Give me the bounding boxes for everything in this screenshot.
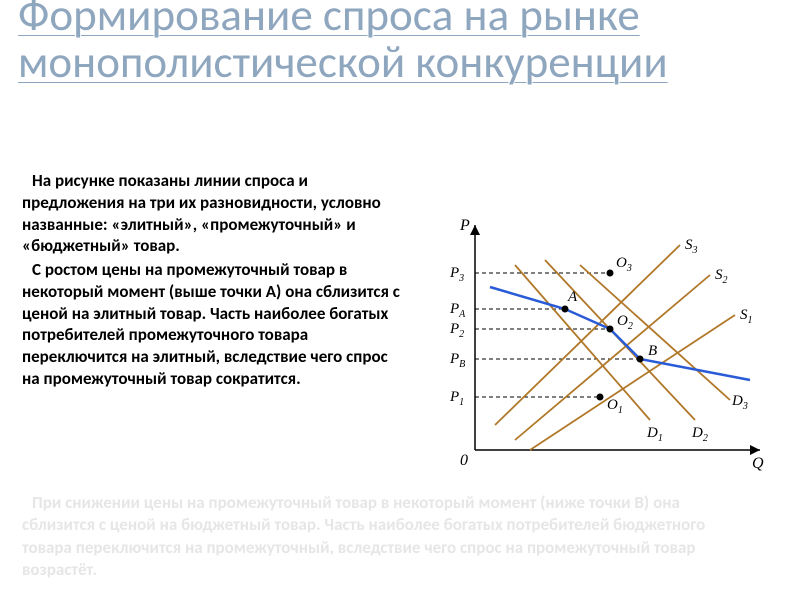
svg-text:D1: D1 [646, 425, 663, 444]
svg-text:P3: P3 [449, 265, 464, 284]
svg-text:S2: S2 [715, 267, 728, 286]
svg-text:P2: P2 [449, 321, 464, 340]
svg-text:D2: D2 [691, 425, 708, 444]
paragraph-2: С ростом цены на промежуточный товар в н… [22, 259, 402, 390]
svg-text:O2: O2 [617, 313, 633, 332]
svg-text:P1: P1 [449, 389, 464, 408]
demand-chart: P Q 0 P3 PAP2 PB P1 S3 S2 S1 D1 D2 D3 O3 A O2 B O1 [420, 200, 780, 490]
svg-text:P: P [459, 217, 470, 234]
slide-title: Формирование спроса на рынке монополисти… [18, 0, 778, 87]
svg-text:O3: O3 [616, 255, 632, 274]
paragraph-1: На рисунке показаны линии спроса и предл… [22, 170, 402, 257]
svg-text:0: 0 [460, 452, 468, 469]
svg-text:S1: S1 [740, 307, 753, 326]
svg-text:S3: S3 [685, 237, 698, 256]
svg-text:Q: Q [752, 455, 764, 472]
svg-text:O1: O1 [607, 397, 623, 416]
svg-text:PA: PA [449, 301, 466, 320]
paragraph-3: При снижении цены на промежуточный товар… [22, 492, 722, 582]
svg-text:B: B [648, 343, 657, 359]
body-text: На рисунке показаны линии спроса и предл… [22, 170, 402, 392]
svg-text:PB: PB [449, 351, 465, 370]
svg-text:A: A [567, 289, 578, 305]
faded-text: При снижении цены на промежуточный товар… [22, 492, 722, 584]
svg-text:D3: D3 [731, 393, 748, 412]
